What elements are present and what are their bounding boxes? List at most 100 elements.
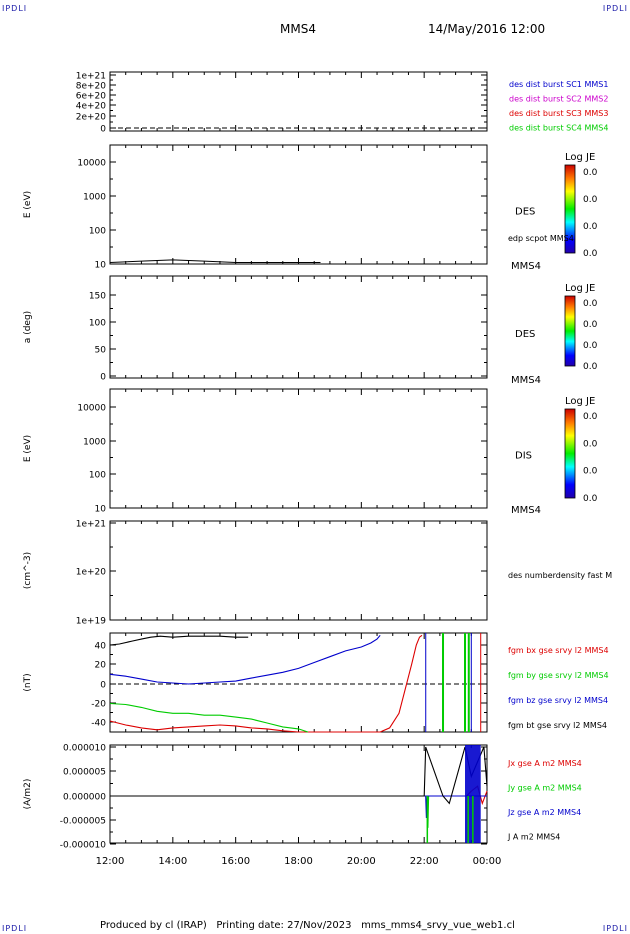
corner-label-bottom-left: IPDLI (2, 924, 28, 933)
colorbar-tick-label: 0.0 (583, 341, 598, 351)
colorbar-tick-label: 0.0 (583, 362, 598, 372)
y-tick-label: 0.000000 (63, 793, 106, 803)
colorbar-title: Log JE (565, 396, 595, 407)
x-tick-label: 20:00 (347, 856, 376, 867)
legend-entry: fgm bz gse srvy l2 MMS4 (508, 696, 608, 705)
colorbar (564, 295, 576, 367)
fgm-series-line (109, 634, 423, 733)
y-tick-label: 150 (89, 292, 106, 302)
y-tick-label: 10000 (77, 159, 106, 169)
y-tick-label: 20 (95, 661, 107, 671)
colorbar-tick-label: 0.0 (583, 320, 598, 330)
instrument-label: DES (515, 207, 535, 218)
footer: Produced by cl (IRAP) Printing date: 27/… (100, 920, 515, 931)
x-tick-label: 22:00 (410, 856, 439, 867)
scpot-series-line (109, 259, 321, 263)
satellite-label: MMS4 (511, 375, 541, 386)
current-series-line (110, 785, 488, 806)
legend-entry: fgm bx gse srvy l2 MMS4 (508, 646, 609, 655)
legend-entry: des dist burst SC4 MMS4 (509, 124, 608, 133)
panel-frame (109, 275, 488, 379)
y-axis-label: (cm^-3) (23, 552, 33, 589)
colorbar (564, 164, 576, 254)
colorbar-tick-label: 0.0 (583, 439, 598, 449)
x-tick-label: 18:00 (284, 856, 313, 867)
fgm-series-line (109, 702, 309, 733)
corner-label-top-left: IPDLI (2, 4, 28, 13)
y-tick-label: 0.000005 (63, 768, 106, 778)
colorbar-tick-label: 0.0 (583, 299, 598, 309)
legend-entry: des dist burst SC1 MMS1 (509, 80, 608, 89)
y-axis-label: a (deg) (23, 311, 33, 343)
y-tick-label: 100 (89, 319, 106, 329)
x-tick-label: 16:00 (221, 856, 250, 867)
legend-entry: Jy gse A m2 MMS4 (507, 784, 582, 793)
legend-entry: Jz gse A m2 MMS4 (507, 808, 581, 817)
y-tick-label: 8e+20 (76, 82, 107, 92)
colorbar-tick-label: 0.0 (583, 222, 598, 232)
y-tick-label: 10 (95, 505, 107, 515)
x-tick-label: 12:00 (96, 856, 125, 867)
y-tick-label: 0 (100, 681, 106, 691)
colorbar-tick-label: 0.0 (583, 195, 598, 205)
fgm-series-line (109, 634, 381, 685)
legend-entry: J A m2 MMS4 (507, 833, 560, 842)
colorbar-title: Log JE (565, 152, 595, 163)
y-tick-label: 1000 (83, 193, 106, 203)
corner-label-bottom-right: IPDLI (602, 924, 628, 933)
colorbar-tick-label: 0.0 (583, 412, 598, 422)
current-blue-band (465, 745, 481, 843)
y-tick-label: 10 (95, 261, 107, 271)
y-axis-label: E (eV) (23, 435, 33, 462)
y-tick-label: 100 (89, 227, 106, 237)
legend-entry: des numberdensity fast M (508, 571, 612, 580)
y-tick-label: -40 (91, 719, 106, 729)
legend-entry: des dist burst SC2 MMS2 (509, 95, 608, 104)
satellite-label: MMS4 (511, 261, 541, 272)
y-tick-label: 4e+20 (76, 102, 107, 112)
legend-entry: fgm by gse srvy l2 MMS4 (508, 671, 609, 680)
y-tick-label: 50 (95, 346, 107, 356)
panel-frame (109, 144, 488, 265)
y-tick-label: -0.000010 (60, 841, 106, 851)
colorbar-tick-label: 0.0 (583, 467, 598, 477)
y-tick-label: 100 (89, 471, 106, 481)
instrument-label: DIS (515, 451, 532, 462)
y-axis-label: (nT) (23, 673, 33, 691)
current-series-line (110, 795, 487, 828)
panel-frame (109, 388, 488, 509)
fgm-series-line (109, 635, 249, 646)
current-series-line (110, 795, 487, 819)
y-tick-label: 1e+21 (76, 520, 106, 530)
colorbar-title: Log JE (565, 283, 595, 294)
y-tick-label: 1e+21 (76, 72, 106, 82)
x-tick-label: 00:00 (473, 856, 502, 867)
colorbar (564, 408, 576, 499)
colorbar-tick-label: 0.0 (583, 249, 598, 259)
y-tick-label: 40 (95, 642, 107, 652)
y-tick-label: 1000 (83, 438, 106, 448)
y-tick-label: -20 (91, 700, 106, 710)
y-tick-label: 0 (100, 125, 106, 135)
y-tick-label: 2e+20 (76, 113, 107, 123)
y-axis-label: E (eV) (23, 191, 33, 218)
colorbar-tick-label: 0.0 (583, 168, 598, 178)
overlay-legend: edp scpot MMS4 (508, 234, 574, 243)
panel-frame (109, 520, 488, 621)
file-name: mms_mms4_srvy_vue_web1.cl (361, 920, 515, 931)
legend-entry: Jx gse A m2 MMS4 (507, 759, 582, 768)
x-tick-label: 14:00 (158, 856, 187, 867)
instrument-label: DES (515, 329, 535, 340)
current-series-line (110, 746, 488, 805)
y-tick-label: 6e+20 (76, 92, 107, 102)
legend-entry: des dist burst SC3 MMS3 (509, 109, 608, 118)
satellite-label: MMS4 (511, 505, 541, 516)
y-tick-label: -0.000005 (60, 817, 106, 827)
spacecraft-title: MMS4 (280, 22, 316, 36)
corner-label-top-right: IPDLI (602, 4, 628, 13)
y-tick-label: 1e+20 (76, 568, 107, 578)
date-time-title: 14/May/2016 12:00 (428, 22, 546, 36)
legend-entry: fgm bt gse srvy l2 MMS4 (508, 721, 607, 730)
printing-date: Printing date: 27/Nov/2023 (216, 920, 352, 931)
